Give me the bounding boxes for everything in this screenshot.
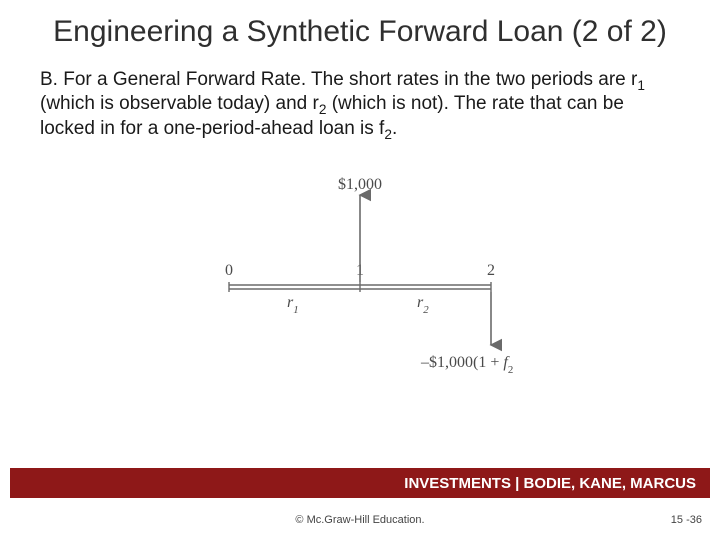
copyright-text: © Mc.Graw-Hill Education. — [0, 514, 720, 526]
body-mid1: (which is observable today) and r — [40, 93, 319, 114]
diagram-container: 012r1r2$1,000–$1,000(1 + f2) — [0, 173, 720, 373]
svg-text:r1: r1 — [287, 294, 299, 316]
svg-text:–$1,000(1 + f2): –$1,000(1 + f2) — [420, 354, 513, 373]
body-prefix: B. For a General Forward Rate. The short… — [40, 69, 637, 90]
body-sub3: 2 — [384, 126, 392, 141]
footer-banner: INVESTMENTS | BODIE, KANE, MARCUS — [10, 468, 710, 498]
slide-title: Engineering a Synthetic Forward Loan (2 … — [0, 0, 720, 50]
svg-text:r2: r2 — [417, 294, 429, 316]
svg-text:2: 2 — [487, 262, 495, 279]
slide: Engineering a Synthetic Forward Loan (2 … — [0, 0, 720, 540]
body-end: . — [392, 118, 397, 139]
svg-text:0: 0 — [225, 262, 233, 279]
page-number: 15 -36 — [671, 514, 702, 526]
timeline-diagram: 012r1r2$1,000–$1,000(1 + f2) — [207, 173, 513, 373]
svg-text:$1,000: $1,000 — [338, 176, 382, 193]
body-paragraph: B. For a General Forward Rate. The short… — [0, 50, 720, 141]
body-sub1: 1 — [637, 78, 645, 93]
